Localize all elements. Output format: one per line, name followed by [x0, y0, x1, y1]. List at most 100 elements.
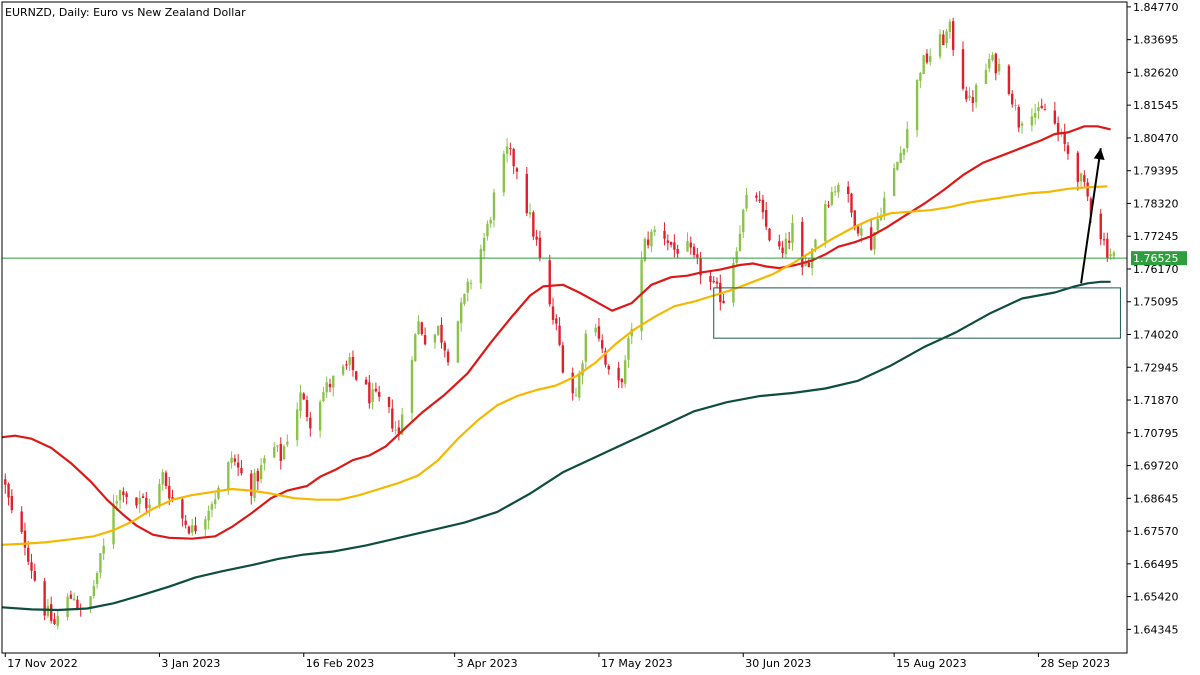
candle-body [305, 400, 309, 417]
bearish-candle [368, 374, 371, 409]
candle-body [4, 479, 7, 485]
bearish-candle [240, 459, 243, 476]
candle-body [879, 215, 883, 220]
bearish-candle [1106, 232, 1109, 262]
candle-body [968, 95, 971, 98]
bearish-candle [4, 473, 7, 494]
bullish-candle [948, 18, 952, 39]
candle-body [187, 526, 191, 534]
y-axis-tick-label: 1.70795 [1133, 427, 1179, 440]
candle-body [49, 604, 53, 621]
bearish-candle [279, 437, 282, 470]
candle-body [286, 441, 289, 445]
candle-body [355, 371, 358, 380]
bearish-candle [696, 247, 699, 265]
current-price-tag: 1.76525 [1131, 251, 1187, 266]
bearish-candle [233, 454, 237, 466]
candle-body [765, 210, 768, 227]
candle-body [181, 499, 184, 519]
x-axis-tick-label: 3 Jan 2023 [161, 657, 220, 670]
candle-body [1033, 113, 1037, 118]
bullish-candle [322, 386, 325, 403]
bullish-candle [341, 364, 345, 377]
candle-body [138, 497, 141, 504]
candle-body [33, 571, 36, 581]
candle-body [715, 281, 719, 284]
bearish-candle [1063, 123, 1066, 152]
candle-body [410, 360, 414, 413]
bearish-candle [33, 563, 36, 582]
candle-body [282, 446, 286, 460]
bullish-candle [1033, 103, 1037, 125]
candle-body [391, 408, 394, 429]
candle-body [758, 199, 761, 201]
bearish-candle [364, 376, 368, 385]
candle-body [492, 192, 496, 220]
bullish-candle [158, 478, 161, 509]
plot-frame [1, 1, 1128, 654]
bearish-candle [601, 334, 604, 354]
candle-body [204, 519, 207, 530]
candle-body [463, 293, 466, 304]
candle-body [227, 462, 230, 491]
candle-body [555, 318, 558, 324]
y-axis-tick-label: 1.68645 [1133, 492, 1179, 505]
candle-body [141, 496, 145, 499]
candle-body [515, 168, 519, 172]
bullish-candle [873, 231, 876, 255]
bearish-candle [1066, 141, 1070, 160]
ma-mid-line [1, 185, 1108, 546]
candle-body [824, 204, 827, 242]
bearish-candle [309, 412, 312, 437]
bullish-candle [791, 214, 794, 251]
bullish-candle [742, 208, 745, 239]
candle-body [112, 503, 115, 545]
candle-body [145, 497, 148, 509]
bullish-candle [584, 329, 588, 370]
bearish-candle [164, 470, 168, 490]
bearish-candle [787, 231, 791, 250]
bullish-candle [984, 63, 988, 85]
bullish-candle [286, 434, 289, 447]
bearish-candle [525, 166, 528, 216]
candle-body [1053, 110, 1057, 124]
candle-body [594, 327, 597, 333]
candle-body [161, 472, 164, 485]
bullish-candle [433, 333, 437, 349]
bearish-candle [604, 347, 607, 368]
candle-body [617, 367, 620, 381]
bullish-candle [161, 469, 164, 491]
candle-body [72, 598, 76, 601]
candle-body [276, 445, 279, 447]
bullish-candle [896, 161, 899, 171]
candle-body [699, 258, 702, 276]
candle-body [951, 21, 955, 50]
bearish-candle [355, 370, 358, 382]
bearish-candle [666, 234, 670, 251]
candle-body [184, 520, 187, 525]
bullish-candle [102, 538, 105, 560]
ma-slow-line [1, 280, 1111, 612]
bearish-candle [532, 210, 535, 241]
bullish-arrow-shaft[interactable] [1080, 148, 1102, 284]
bearish-candle [374, 382, 378, 393]
candle-body [669, 241, 673, 245]
candle-body [646, 239, 650, 246]
candle-body [896, 161, 899, 170]
bullish-candle [437, 325, 440, 337]
bullish-candle [371, 382, 374, 410]
time-axis[interactable]: 17 Nov 2022 3 Jan 2023 16 Feb 2023 3 Apr 20… [4, 653, 1110, 670]
bullish-candle [906, 121, 909, 153]
support-zone-rectangle[interactable] [713, 287, 1121, 339]
candle-body [548, 260, 551, 305]
x-axis-tick-label: 3 Apr 2023 [457, 657, 518, 670]
bullish-candle [528, 203, 532, 218]
bearish-candle [663, 222, 666, 246]
y-axis-tick-label: 1.75095 [1133, 296, 1179, 309]
candle-body [1037, 107, 1040, 111]
price-tag-label: 1.76525 [1133, 252, 1179, 265]
candle-body [122, 491, 125, 496]
y-axis-tick-label: 1.71870 [1133, 394, 1179, 407]
price-axis[interactable]: 1.84770 1.83695 1.82620 1.81545 1.80470 1.793… [1127, 1, 1179, 637]
